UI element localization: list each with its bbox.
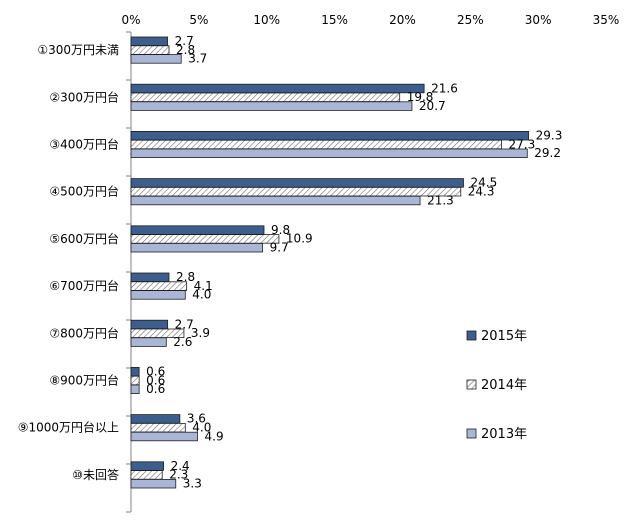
data-label: 2.6 xyxy=(173,335,192,349)
data-label: 0.6 xyxy=(146,365,165,379)
data-label: 10.9 xyxy=(286,232,313,246)
bar-2015年 xyxy=(130,178,464,188)
bar-2013年 xyxy=(130,384,140,395)
bar-2013年 xyxy=(130,431,198,442)
data-label: 24.3 xyxy=(468,185,495,199)
data-label: 21.3 xyxy=(427,193,454,207)
category-label: ⑥700万円台 xyxy=(49,278,119,293)
bar-2013年 xyxy=(130,195,421,206)
data-label: 0.6 xyxy=(146,382,165,396)
bar-2013年 xyxy=(130,242,264,253)
category-label: ④500万円台 xyxy=(49,184,119,199)
category-label: ②300万円台 xyxy=(49,89,119,104)
data-label: 2.8 xyxy=(176,270,195,284)
data-label: 0.6 xyxy=(146,373,165,387)
bar-2014年 xyxy=(130,234,280,244)
bar-2014年 xyxy=(130,470,163,480)
data-label: 3.7 xyxy=(188,52,207,66)
x-tick-label: 30% xyxy=(525,13,552,27)
bar-2014年 xyxy=(130,45,170,55)
data-label: 19.8 xyxy=(407,90,434,104)
bar-2015年 xyxy=(130,414,181,424)
x-tick-label: 15% xyxy=(321,13,348,27)
bar-2014年 xyxy=(130,139,502,150)
bar-2013年 xyxy=(130,148,528,159)
x-tick-label: 0% xyxy=(121,13,140,27)
legend-swatch xyxy=(466,379,477,390)
category-label: ⑨1000万円台以上 xyxy=(18,420,119,435)
data-label: 3.6 xyxy=(187,412,206,426)
bar-2015年 xyxy=(130,272,170,283)
bar-2015年 xyxy=(130,319,169,330)
data-label: 2.7 xyxy=(175,34,194,48)
bar-2014年 xyxy=(130,92,401,103)
data-label: 27.3 xyxy=(509,137,536,151)
category-label: ⑧900万円台 xyxy=(49,373,119,388)
data-label: 29.2 xyxy=(534,146,561,160)
legend-label: 2013年 xyxy=(481,427,527,442)
bar-2014年 xyxy=(130,281,188,291)
data-label: 3.9 xyxy=(191,326,210,340)
data-label: 2.3 xyxy=(169,468,188,482)
legend-label: 2015年 xyxy=(481,329,527,344)
x-tick-label: 35% xyxy=(593,13,620,27)
data-label: 4.1 xyxy=(194,279,213,293)
bar-2015年 xyxy=(130,225,265,235)
data-label: 2.8 xyxy=(176,43,195,57)
x-tick-label: 20% xyxy=(389,13,416,27)
category-label: ⑩未回答 xyxy=(72,467,119,482)
bar-2013年 xyxy=(130,478,177,489)
data-label: 9.7 xyxy=(270,241,289,255)
category-label: ③400万円台 xyxy=(49,137,119,152)
data-label: 4.0 xyxy=(192,288,211,302)
bar-2013年 xyxy=(130,337,167,347)
data-label: 4.0 xyxy=(192,421,211,435)
bar-2014年 xyxy=(130,375,140,386)
legend-swatch xyxy=(466,330,477,341)
bar-2013年 xyxy=(130,101,413,111)
data-label: 9.8 xyxy=(271,223,290,237)
bar-2013年 xyxy=(130,290,186,300)
bar-2014年 xyxy=(130,186,462,197)
plot-area: 0% 5% 10% 15% 20% 25% 30% 35%①300万円未満2.72.83.7②… xyxy=(18,13,620,513)
x-tick-label: 10% xyxy=(253,13,280,27)
bar-2014年 xyxy=(130,422,186,433)
data-label: 24.5 xyxy=(471,176,498,190)
data-label: 2.7 xyxy=(175,317,194,331)
category-label: ⑤600万円台 xyxy=(49,231,119,246)
data-label: 21.6 xyxy=(431,81,458,95)
x-tick-label: 25% xyxy=(457,13,484,27)
data-label: 4.9 xyxy=(205,429,224,443)
bar-2015年 xyxy=(130,36,169,47)
bar-2015年 xyxy=(130,461,164,471)
data-label: 29.3 xyxy=(536,129,563,143)
data-label: 3.3 xyxy=(183,477,202,491)
data-label: 2.4 xyxy=(171,459,190,473)
bar-2015年 xyxy=(130,366,140,377)
bar-2013年 xyxy=(130,54,182,64)
category-label: ①300万円未満 xyxy=(37,43,119,57)
legend-swatch xyxy=(466,428,477,439)
bar-2015年 xyxy=(130,83,425,94)
legend-label: 2014年 xyxy=(481,378,527,393)
data-label: 20.7 xyxy=(419,99,446,113)
x-tick-label: 5% xyxy=(189,13,208,27)
category-label: ⑦800万円台 xyxy=(49,325,119,340)
bar-2015年 xyxy=(130,130,530,141)
